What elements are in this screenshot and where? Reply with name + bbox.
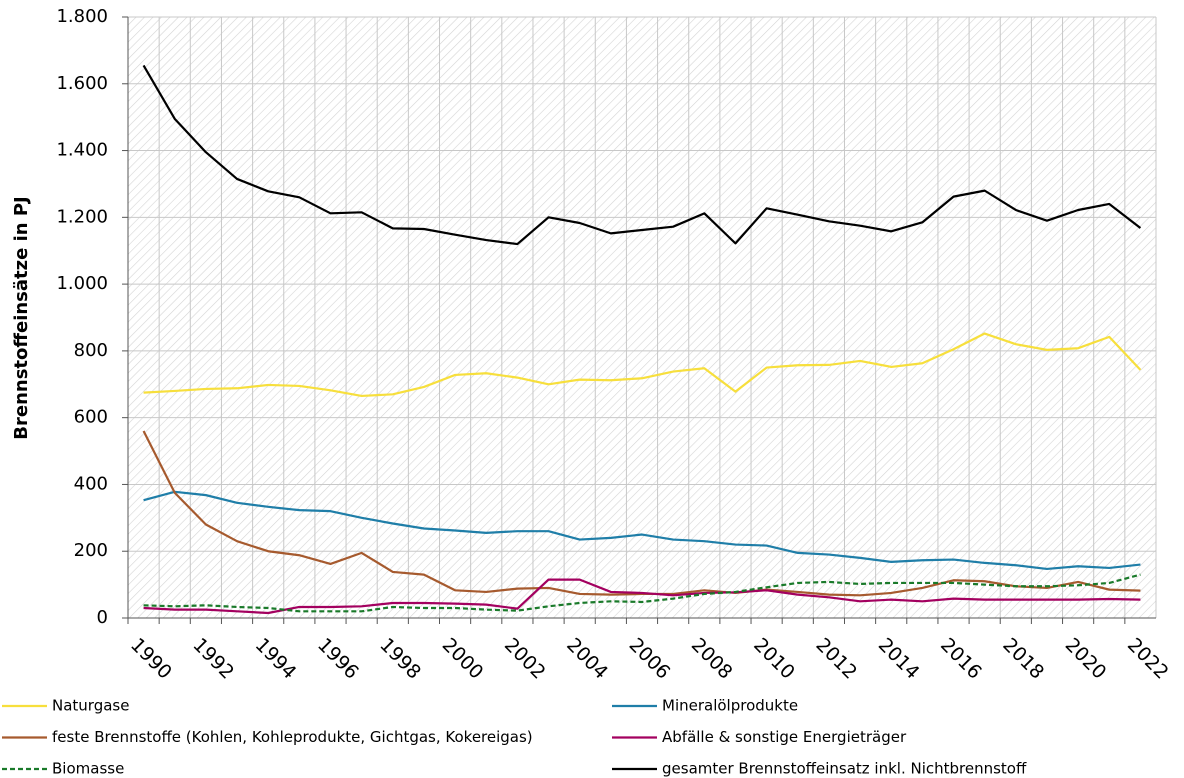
line-series bbox=[142, 64, 1142, 246]
y-tick-label: 1.000 bbox=[56, 273, 108, 294]
x-tick-label: 2012 bbox=[811, 634, 861, 684]
x-tick-label: 1994 bbox=[251, 634, 301, 684]
legend-label: Naturgase bbox=[52, 697, 129, 715]
line-series bbox=[143, 578, 1141, 615]
y-tick-label: 1.400 bbox=[56, 140, 108, 161]
legend-label: Abfälle & sonstige Energieträger bbox=[662, 728, 907, 746]
line-series bbox=[143, 490, 1141, 571]
y-axis-label: Brennstoffeinsätze in PJ bbox=[11, 196, 32, 439]
y-tick-label: 800 bbox=[74, 340, 108, 361]
legend-label: Mineralölprodukte bbox=[662, 697, 798, 715]
x-tick-label: 2022 bbox=[1123, 634, 1173, 684]
y-tick-label: 1.800 bbox=[56, 6, 108, 27]
y-tick-label: 400 bbox=[74, 473, 108, 494]
y-tick-label: 200 bbox=[74, 540, 108, 561]
x-tick-label: 2018 bbox=[998, 634, 1048, 684]
x-tick-label: 2020 bbox=[1061, 634, 1111, 684]
x-tick-label: 2014 bbox=[874, 634, 924, 684]
x-tick-label: 2000 bbox=[438, 634, 488, 684]
y-tick-label: 1.600 bbox=[56, 73, 108, 94]
line-series bbox=[143, 332, 1142, 398]
x-tick-label: 1992 bbox=[188, 634, 238, 684]
x-tick-label: 2010 bbox=[749, 634, 799, 684]
y-tick-label: 1.200 bbox=[56, 206, 108, 227]
plot-background bbox=[128, 17, 1156, 618]
line-series bbox=[143, 573, 1141, 613]
y-tick-label: 0 bbox=[97, 607, 108, 628]
y-tick-label: 600 bbox=[74, 407, 108, 428]
x-tick-label: 1990 bbox=[126, 634, 176, 684]
x-tick-label: 2006 bbox=[625, 634, 675, 684]
legend-label: Biomasse bbox=[52, 760, 124, 778]
legend-label: feste Brennstoffe (Kohlen, Kohleprodukte… bbox=[52, 728, 533, 746]
x-tick-label: 2016 bbox=[936, 634, 986, 684]
legend-label: gesamter Brennstoffeinsatz inkl. Nichtbr… bbox=[662, 760, 1027, 778]
x-tick-label: 2008 bbox=[687, 634, 737, 684]
x-tick-label: 2004 bbox=[562, 634, 612, 684]
x-tick-label: 1996 bbox=[313, 634, 363, 684]
x-tick-label: 2002 bbox=[500, 634, 550, 684]
x-tick-label: 1998 bbox=[375, 634, 425, 684]
